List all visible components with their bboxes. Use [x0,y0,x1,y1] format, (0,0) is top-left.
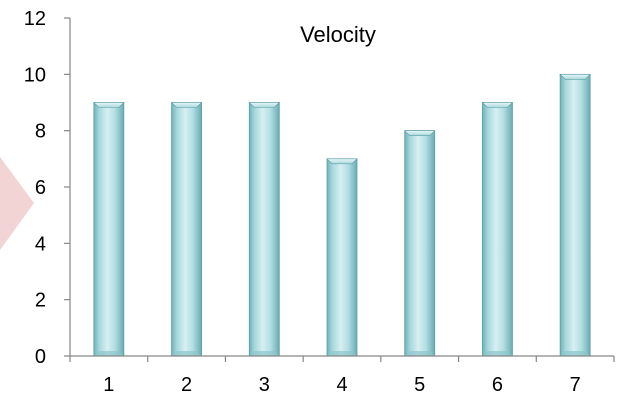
bar-6 [481,102,514,357]
bar-2 [170,102,203,357]
x-tick-label: 2 [181,374,192,396]
bar-body [404,130,436,357]
bar-bottom-bevel [560,351,591,356]
bar-top-bevel [403,130,436,136]
decorative-arrow-shape [0,157,34,250]
y-tick-label: 4 [35,233,46,255]
bar-bottom-bevel [404,351,435,356]
bar-bottom-bevel [249,351,280,356]
bar-4 [326,158,358,357]
bar-1 [93,102,125,357]
x-tick-label: 6 [492,374,503,396]
bar-7 [559,73,591,357]
bar-body [93,102,125,357]
x-tick-label: 3 [259,374,270,396]
y-tick-label: 10 [24,64,46,86]
bar-top-bevel [248,102,281,108]
y-tick-label: 8 [35,121,46,143]
bar-top-bevel [170,102,203,108]
bar-body [326,158,358,357]
bar-bottom-bevel [171,351,202,356]
bar-body [248,102,280,357]
x-tick-label: 1 [103,374,114,396]
x-tick-label: 7 [570,374,581,396]
bar-bottom-bevel [93,351,124,356]
chart-title: Velocity [300,22,376,47]
x-tick-label: 4 [336,374,347,396]
bars-layer [93,73,591,357]
y-tick-label: 12 [24,8,46,30]
bar-5 [403,130,436,357]
bar-bottom-bevel [327,351,357,356]
bar-body [171,102,202,357]
bar-3 [248,102,281,357]
bar-bottom-bevel [482,351,513,356]
x-tick-label: 5 [414,374,425,396]
bar-body [482,102,513,357]
y-tick-label: 0 [35,346,46,368]
bar-top-bevel [559,74,591,80]
bar-body [559,73,591,357]
bar-top-bevel [93,102,125,108]
bar-top-bevel [326,158,358,165]
bar-top-bevel [481,102,514,108]
y-tick-label: 6 [35,177,46,199]
y-tick-label: 2 [35,290,46,312]
